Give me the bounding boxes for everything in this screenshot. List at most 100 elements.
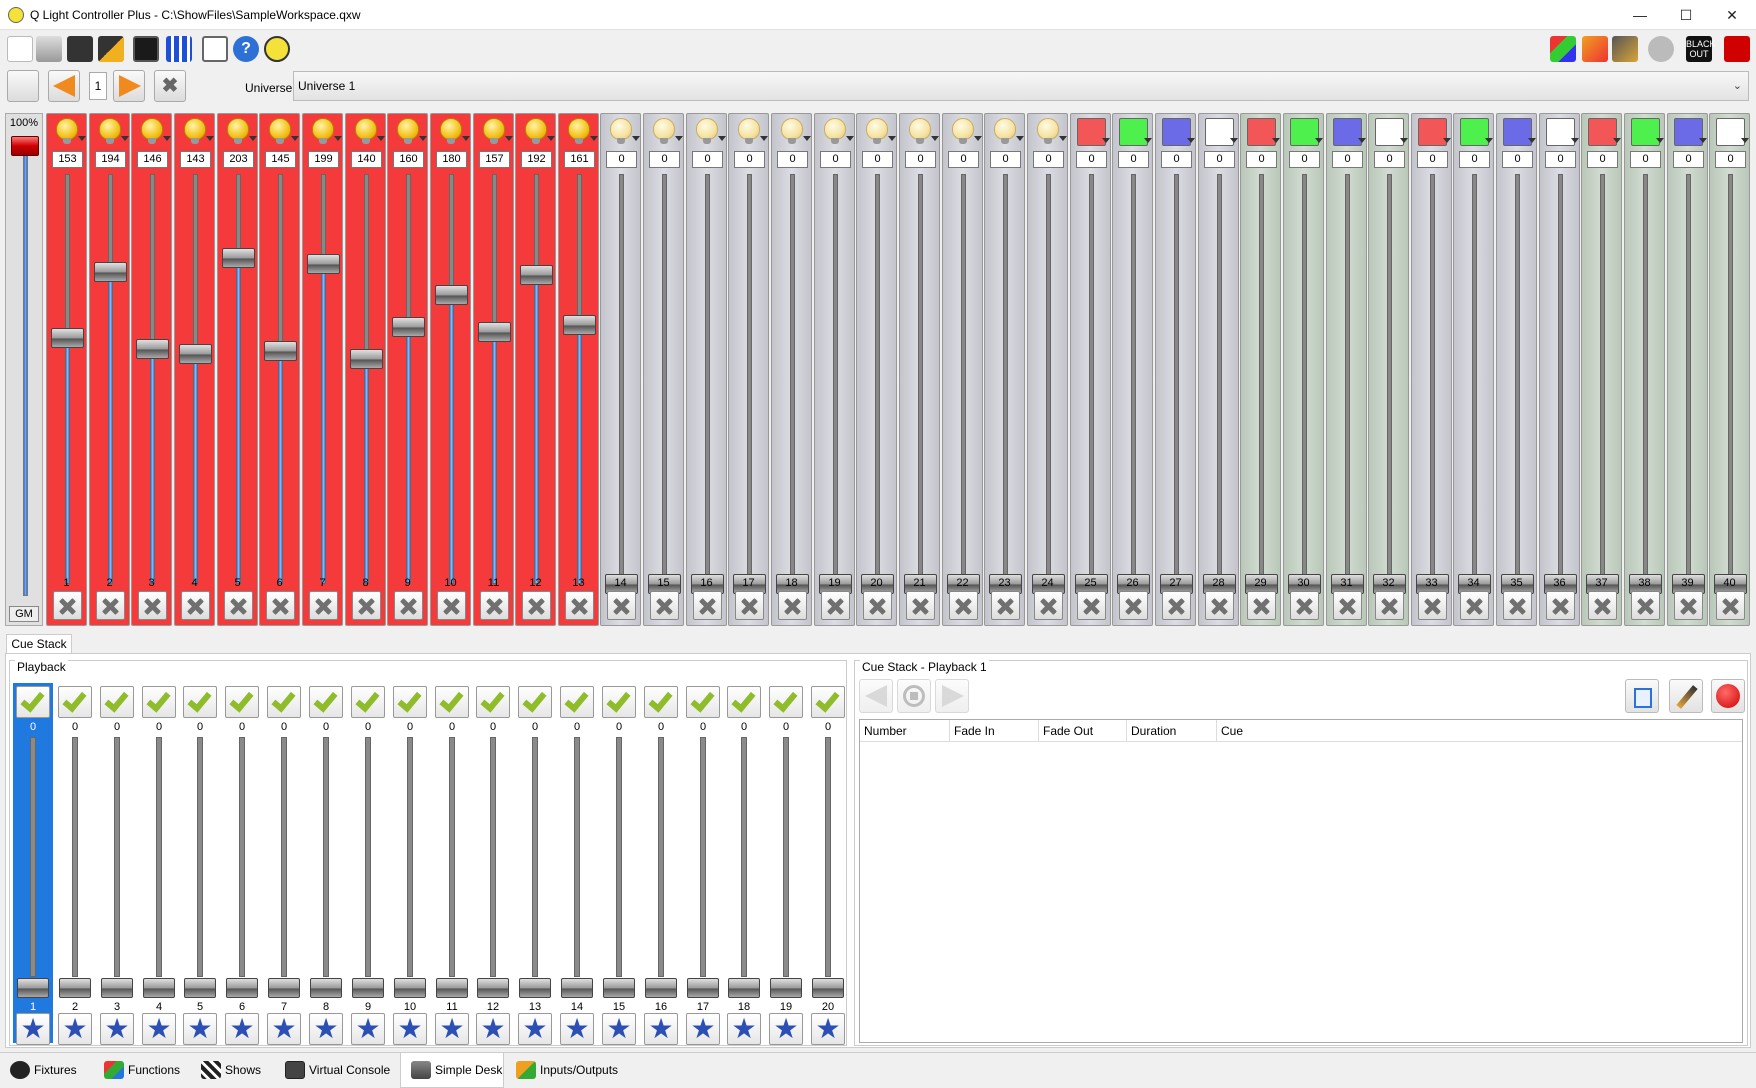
channel-value[interactable]: 199	[308, 151, 339, 168]
channel-menu-arrow[interactable]	[1187, 138, 1195, 143]
playback-slider-track[interactable]	[156, 737, 162, 977]
playback-flash-button[interactable]: ★	[560, 1013, 594, 1045]
playback-slider-track[interactable]	[30, 737, 36, 977]
channel-slider-track[interactable]	[1515, 174, 1520, 584]
playback-select-button[interactable]	[476, 686, 510, 718]
playback-10[interactable]: 0 10 ★	[390, 683, 430, 1045]
channel-slider-track[interactable]	[492, 174, 497, 584]
print-button[interactable]	[36, 36, 62, 62]
channel-reset-button[interactable]	[693, 591, 722, 620]
channel-value[interactable]: 192	[521, 151, 552, 168]
channel-menu-arrow[interactable]	[1656, 138, 1664, 143]
tab-functions[interactable]: Functions	[94, 1053, 189, 1088]
playback-slider-knob[interactable]	[394, 978, 426, 998]
channel-menu-arrow[interactable]	[1272, 138, 1280, 143]
channel-reset-button[interactable]	[1333, 591, 1362, 620]
channel-slider-track[interactable]	[1643, 174, 1648, 584]
channel-value[interactable]: 0	[1715, 151, 1746, 168]
column-fade-in[interactable]: Fade In	[950, 720, 1039, 742]
channel-slider-track[interactable]	[1174, 174, 1179, 584]
playback-select-button[interactable]	[811, 686, 845, 718]
channel-menu-arrow[interactable]	[1485, 138, 1493, 143]
playback-slider-track[interactable]	[72, 737, 78, 977]
playback-7[interactable]: 0 7 ★	[264, 683, 304, 1045]
channel-slider-track[interactable]	[1472, 174, 1477, 584]
channel-menu-arrow[interactable]	[1699, 138, 1707, 143]
channel-reset-button[interactable]	[1716, 591, 1745, 620]
playback-slider-track[interactable]	[700, 737, 706, 977]
playback-select-button[interactable]	[183, 686, 217, 718]
channel-value[interactable]: 0	[1289, 151, 1320, 168]
next-page-button[interactable]	[113, 70, 145, 102]
channel-slider-track[interactable]	[1302, 174, 1307, 584]
channel-menu-arrow[interactable]	[1528, 138, 1536, 143]
channel-menu-arrow[interactable]	[1059, 136, 1067, 141]
channel-reset-button[interactable]	[1375, 591, 1404, 620]
channel-menu-arrow[interactable]	[1571, 138, 1579, 143]
grand-master-knob[interactable]	[11, 136, 39, 156]
record-cue-button[interactable]	[1711, 679, 1745, 713]
channel-value[interactable]: 203	[223, 151, 254, 168]
playback-slider-track[interactable]	[741, 737, 747, 977]
cue-table[interactable]: Number Fade In Fade Out Duration Cue	[859, 719, 1743, 1043]
playback-select-button[interactable]	[225, 686, 259, 718]
channel-slider-knob[interactable]	[520, 265, 553, 285]
channel-reset-button[interactable]	[1119, 591, 1148, 620]
address-tool-button[interactable]	[166, 36, 192, 62]
playback-flash-button[interactable]: ★	[142, 1013, 176, 1045]
playback-slider-knob[interactable]	[268, 978, 300, 998]
playback-slider-knob[interactable]	[477, 978, 509, 998]
channel-slider-track[interactable]	[1003, 174, 1008, 584]
channel-value[interactable]: 0	[948, 151, 979, 168]
channel-menu-arrow[interactable]	[1613, 138, 1621, 143]
channel-value[interactable]: 0	[1459, 151, 1490, 168]
channel-value[interactable]: 0	[1545, 151, 1576, 168]
channel-slider-knob[interactable]	[264, 341, 297, 361]
channel-value[interactable]: 0	[1118, 151, 1149, 168]
channel-slider-track[interactable]	[449, 174, 454, 584]
playback-slider-track[interactable]	[783, 737, 789, 977]
channel-value[interactable]: 143	[180, 151, 211, 168]
channel-menu-arrow[interactable]	[846, 136, 854, 141]
edit-mode-button[interactable]	[1612, 36, 1638, 62]
playback-select-button[interactable]	[769, 686, 803, 718]
minimize-button[interactable]: —	[1633, 7, 1647, 23]
channel-slider-track[interactable]	[1131, 174, 1136, 584]
operate-mode-button[interactable]	[1724, 36, 1750, 62]
channel-menu-arrow[interactable]	[121, 136, 129, 141]
playback-select-button[interactable]	[309, 686, 343, 718]
playback-8[interactable]: 0 8 ★	[306, 683, 346, 1045]
column-duration[interactable]: Duration	[1127, 720, 1217, 742]
channel-reset-button[interactable]	[1290, 591, 1319, 620]
playback-11[interactable]: 0 11 ★	[432, 683, 472, 1045]
channel-menu-arrow[interactable]	[249, 136, 257, 141]
channel-reset-button[interactable]	[181, 591, 210, 620]
channel-reset-button[interactable]	[1162, 591, 1191, 620]
channel-slider-track[interactable]	[747, 174, 752, 584]
channel-value[interactable]: 157	[479, 151, 510, 168]
channel-slider-track[interactable]	[1600, 174, 1605, 584]
about-button[interactable]	[264, 36, 290, 62]
grand-master-slider[interactable]	[23, 136, 28, 596]
channel-value[interactable]: 0	[1417, 151, 1448, 168]
channel-slider-track[interactable]	[1345, 174, 1350, 584]
playback-slider-track[interactable]	[574, 737, 580, 977]
channel-slider-knob[interactable]	[222, 248, 255, 268]
playback-17[interactable]: 0 17 ★	[683, 683, 723, 1045]
playback-flash-button[interactable]: ★	[602, 1013, 636, 1045]
channel-slider-track[interactable]	[833, 174, 838, 584]
channel-reset-button[interactable]	[1460, 591, 1489, 620]
channel-slider-track[interactable]	[1558, 174, 1563, 584]
channel-menu-arrow[interactable]	[1102, 138, 1110, 143]
channel-menu-arrow[interactable]	[291, 136, 299, 141]
playback-slider-knob[interactable]	[184, 978, 216, 998]
channel-reset-button[interactable]	[1503, 591, 1532, 620]
playback-slider-track[interactable]	[281, 737, 287, 977]
channel-value[interactable]: 161	[564, 151, 595, 168]
channel-slider-track[interactable]	[918, 174, 923, 584]
channel-menu-arrow[interactable]	[419, 136, 427, 141]
channel-value[interactable]: 0	[820, 151, 851, 168]
view-mode-button[interactable]	[7, 70, 39, 102]
playback-slider-track[interactable]	[490, 737, 496, 977]
channel-slider-track[interactable]	[236, 174, 241, 584]
